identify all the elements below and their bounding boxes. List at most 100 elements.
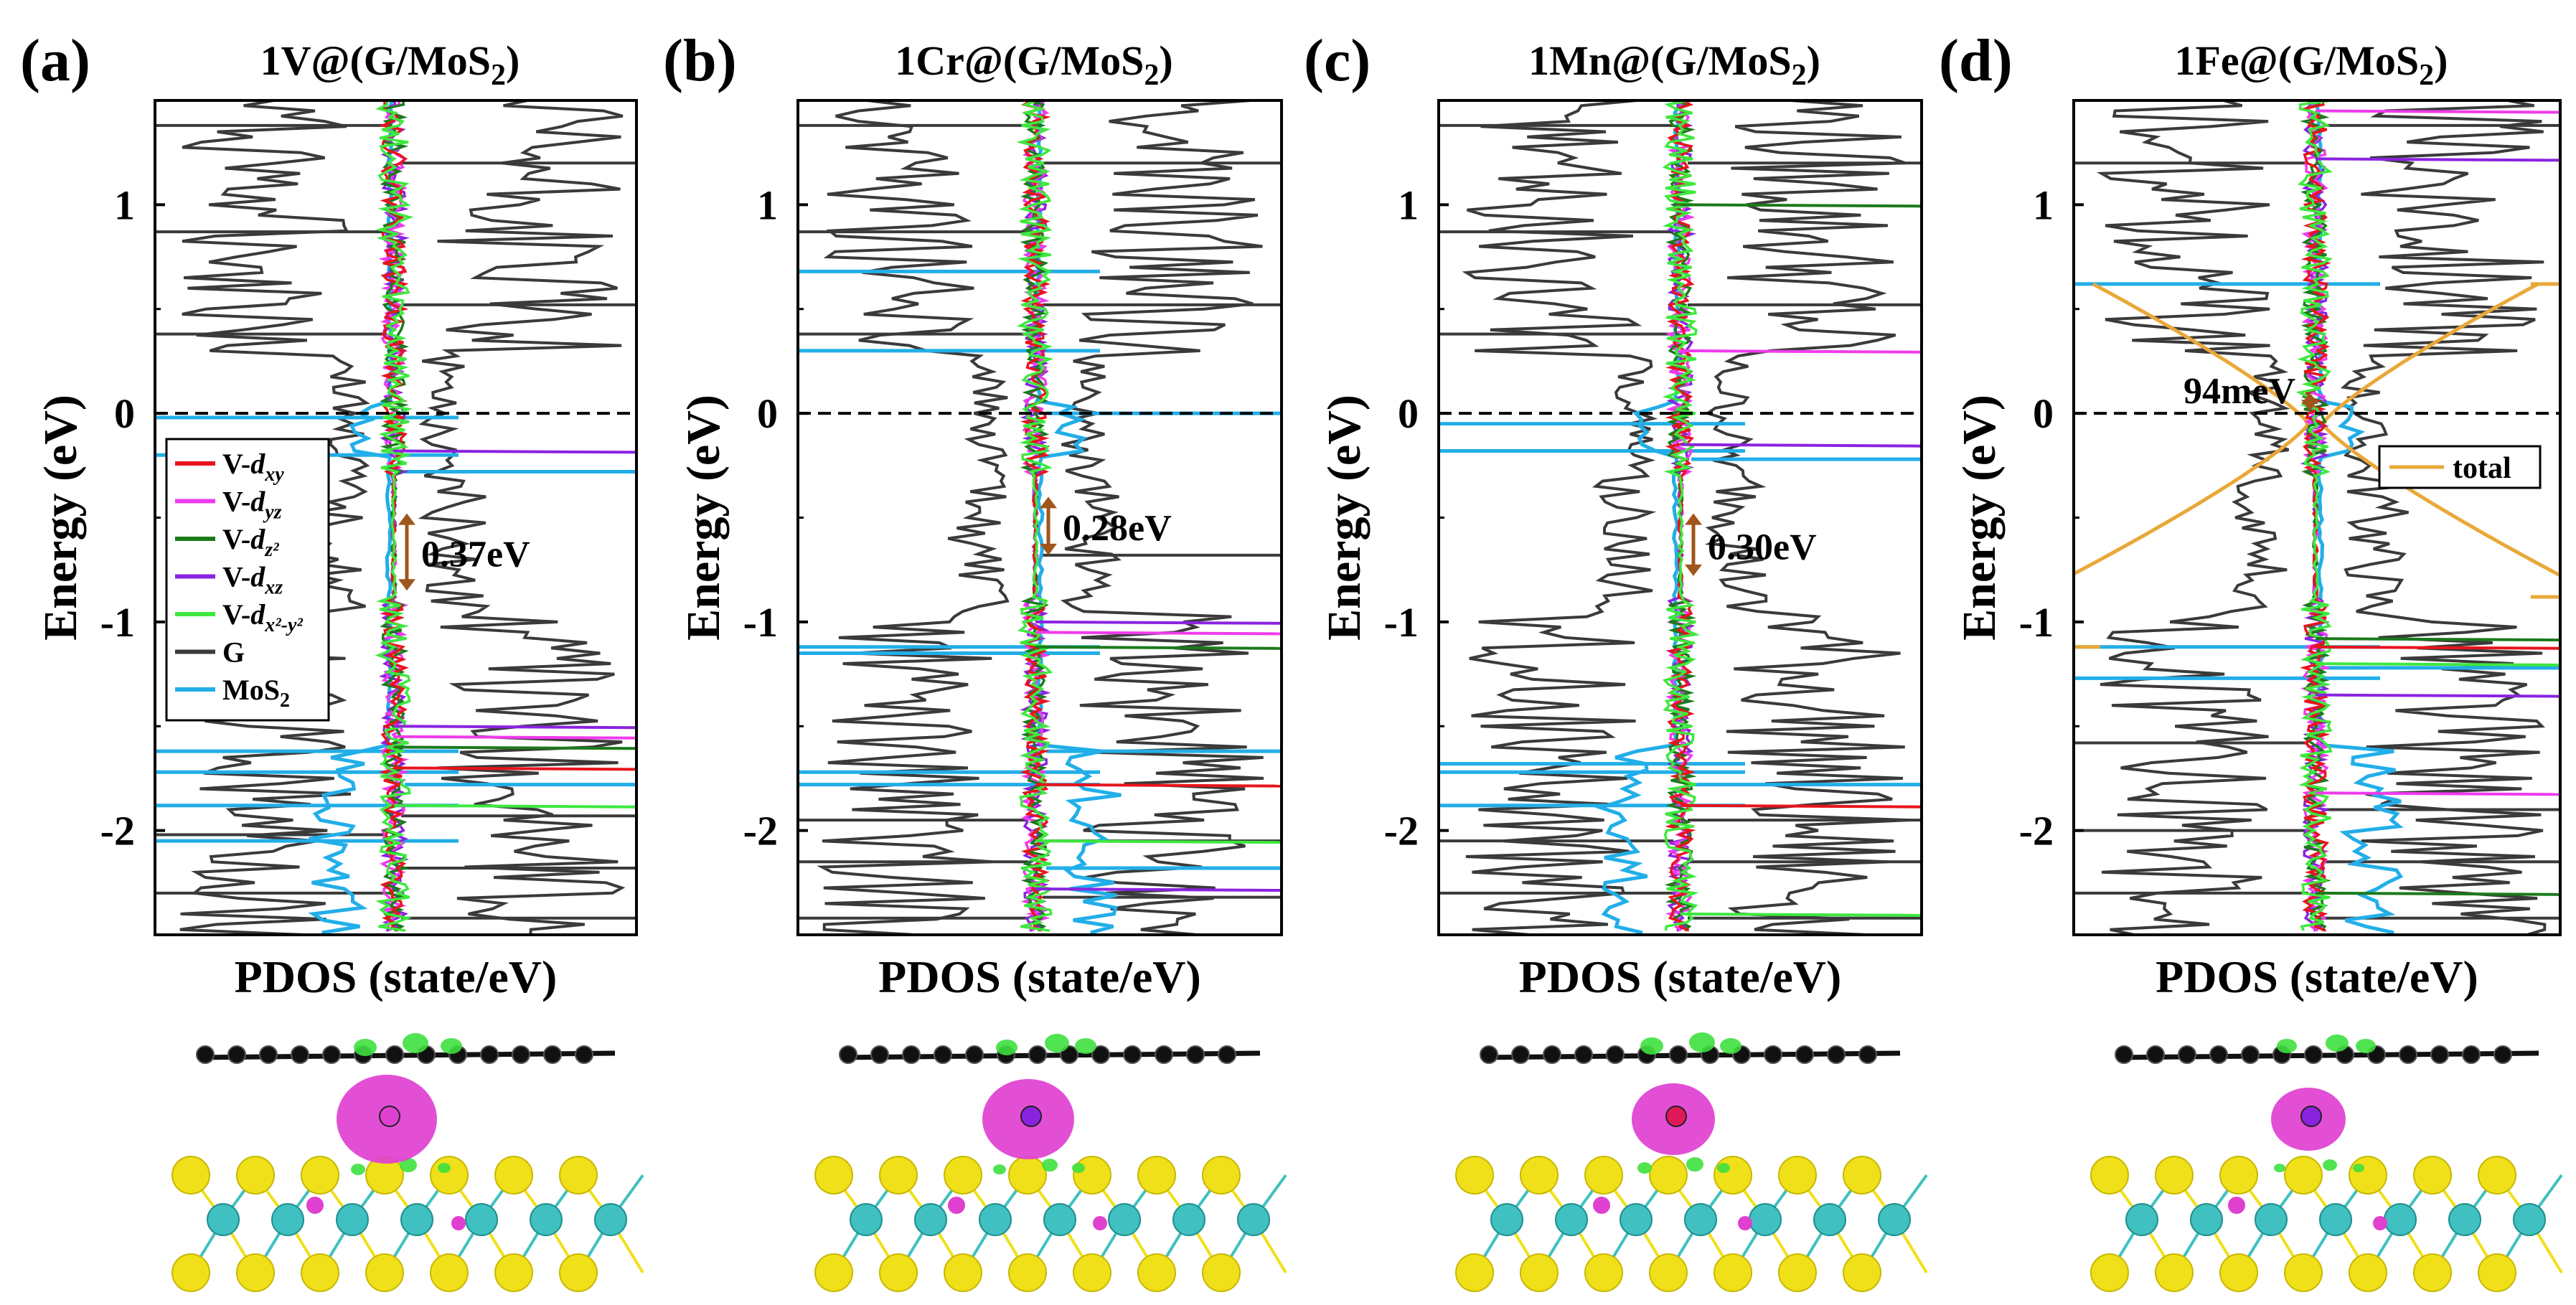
structure-Fe [2090, 1035, 2563, 1292]
sulfur-atom [879, 1253, 918, 1292]
d-peak-mark [1680, 912, 1922, 917]
carbon-atom [1574, 1045, 1593, 1064]
sulfur-atom [365, 1253, 404, 1292]
panel-c: -2 -1 0 1 Energy (eV) PDOS (state/eV) (c) 1Mn@(… [1304, 27, 1928, 1292]
y-axis-label: Energy (eV) [1953, 395, 2006, 641]
carbon-atom [512, 1045, 530, 1064]
d-peak-mark [1680, 443, 1922, 448]
sulfur-atom [2413, 1156, 2452, 1195]
charge-lobe [1738, 1216, 1752, 1230]
structure-Mn [1455, 1032, 1928, 1292]
carbon-atom [1858, 1045, 1877, 1064]
sulfur-atom [1073, 1156, 1111, 1195]
d-peak-mark [2315, 693, 2560, 698]
charge-lobe [1075, 1038, 1096, 1054]
panel-title: 1Mn@(G/MoS2) [1528, 37, 1820, 92]
sulfur-atom [2284, 1253, 2323, 1292]
legend-main: d [250, 486, 265, 518]
sulfur-atom [171, 1253, 210, 1292]
title-subscript: 2 [1144, 59, 1159, 92]
gap-label: 0.28eV [1063, 508, 1172, 549]
structure-Cr [814, 1034, 1287, 1292]
carbon-atom [1123, 1045, 1142, 1064]
charge-lobe [2326, 1035, 2349, 1052]
gap-arrow-head-bottom [1685, 564, 1702, 576]
total-legend-label: total [2453, 452, 2511, 485]
molybdenum-atom [2255, 1203, 2288, 1236]
d-peak-mark [1035, 631, 1282, 636]
y-tick-label: -1 [100, 599, 135, 646]
sulfur-atom [430, 1156, 469, 1195]
carbon-atom [480, 1045, 499, 1064]
carbon-atom [1827, 1045, 1846, 1064]
molybdenum-atom [1172, 1203, 1205, 1236]
panel-b: -2 -1 0 1 Energy (eV) PDOS (state/eV) (b) 1Cr@(… [663, 27, 1287, 1292]
molybdenum-atom [850, 1203, 883, 1236]
sulfur-atom [1843, 1156, 1881, 1195]
d-peak-mark [1035, 887, 1282, 892]
title-main: 1Cr@(G/MoS [895, 37, 1144, 84]
panel-label: (d) [1939, 27, 2013, 94]
d-peak-mark [393, 735, 636, 740]
gap-label: 0.30eV [1708, 527, 1817, 567]
carbon-atom [1186, 1045, 1205, 1064]
sulfur-atom [2349, 1253, 2387, 1292]
carbon-atom [1060, 1045, 1078, 1064]
series-dx2y2 [2295, 100, 2333, 931]
molybdenum-atom [1108, 1203, 1141, 1236]
sulfur-atom [944, 1253, 982, 1292]
y-tick-label: 0 [2033, 390, 2054, 437]
d-peak-mark [1680, 349, 1922, 354]
charge-lobe [1637, 1162, 1652, 1174]
charge-lobe [451, 1216, 466, 1230]
charge-lobe [400, 1158, 417, 1172]
charge-lobe [2277, 1039, 2297, 1053]
sulfur-atom [301, 1156, 339, 1195]
panel-label: (b) [663, 27, 737, 94]
panel-title: 1Cr@(G/MoS2) [895, 37, 1172, 92]
gap-label: 0.37eV [421, 534, 530, 575]
molybdenum-atom [336, 1203, 369, 1236]
carbon-atom [2146, 1045, 2165, 1064]
carbon-atom [1155, 1045, 1173, 1064]
legend-label-G: G [222, 636, 245, 669]
charge-lobe [1042, 1159, 1058, 1172]
title-subscript: 2 [2419, 59, 2434, 92]
legend-sub: 2 [280, 689, 290, 712]
sulfur-atom [494, 1253, 533, 1292]
y-tick-label: -1 [1384, 599, 1419, 646]
series-G-right [1060, 100, 1264, 935]
molybdenum-atom [2190, 1203, 2223, 1236]
carbon-atom [1511, 1045, 1530, 1064]
title-close: ) [1159, 37, 1172, 84]
charge-lobe [403, 1033, 428, 1053]
carbon-atom [870, 1045, 889, 1064]
carbon-atom [543, 1045, 562, 1064]
sulfur-atom [1137, 1253, 1176, 1292]
carbon-atom [934, 1045, 952, 1064]
d-peak-mark [393, 804, 636, 809]
series-G-left [817, 100, 1010, 935]
molybdenum-atom [979, 1203, 1012, 1236]
legend-prefix: V- [222, 598, 250, 631]
molybdenum-atom [465, 1203, 498, 1236]
molybdenum-atom [1749, 1203, 1782, 1236]
dopant-atom [2300, 1106, 2322, 1127]
molybdenum-atom [271, 1203, 304, 1236]
x-axis-label: PDOS (state/eV) [2156, 951, 2478, 1002]
gap-arrow-head-bottom [2301, 400, 2318, 412]
charge-lobe [948, 1197, 965, 1214]
y-tick-label: 1 [1398, 182, 1419, 228]
legend-label-dxy: V-dxy [222, 448, 284, 486]
panel-d: -2 -1 0 1 Energy (eV) PDOS (state/eV) (d) 1Fe@(… [1939, 27, 2563, 1292]
x-axis-label: PDOS (state/eV) [235, 951, 558, 1002]
sulfur-atom [2090, 1156, 2129, 1195]
sulfur-atom [1455, 1253, 1494, 1292]
sulfur-atom [814, 1156, 853, 1195]
charge-lobe [2274, 1164, 2285, 1172]
sulfur-atom [1202, 1156, 1241, 1195]
d-peak-mark [393, 725, 636, 730]
gap-arrow-head-top [398, 513, 415, 525]
title-close: ) [1807, 37, 1820, 84]
x-axis-label: PDOS (state/eV) [878, 951, 1201, 1002]
